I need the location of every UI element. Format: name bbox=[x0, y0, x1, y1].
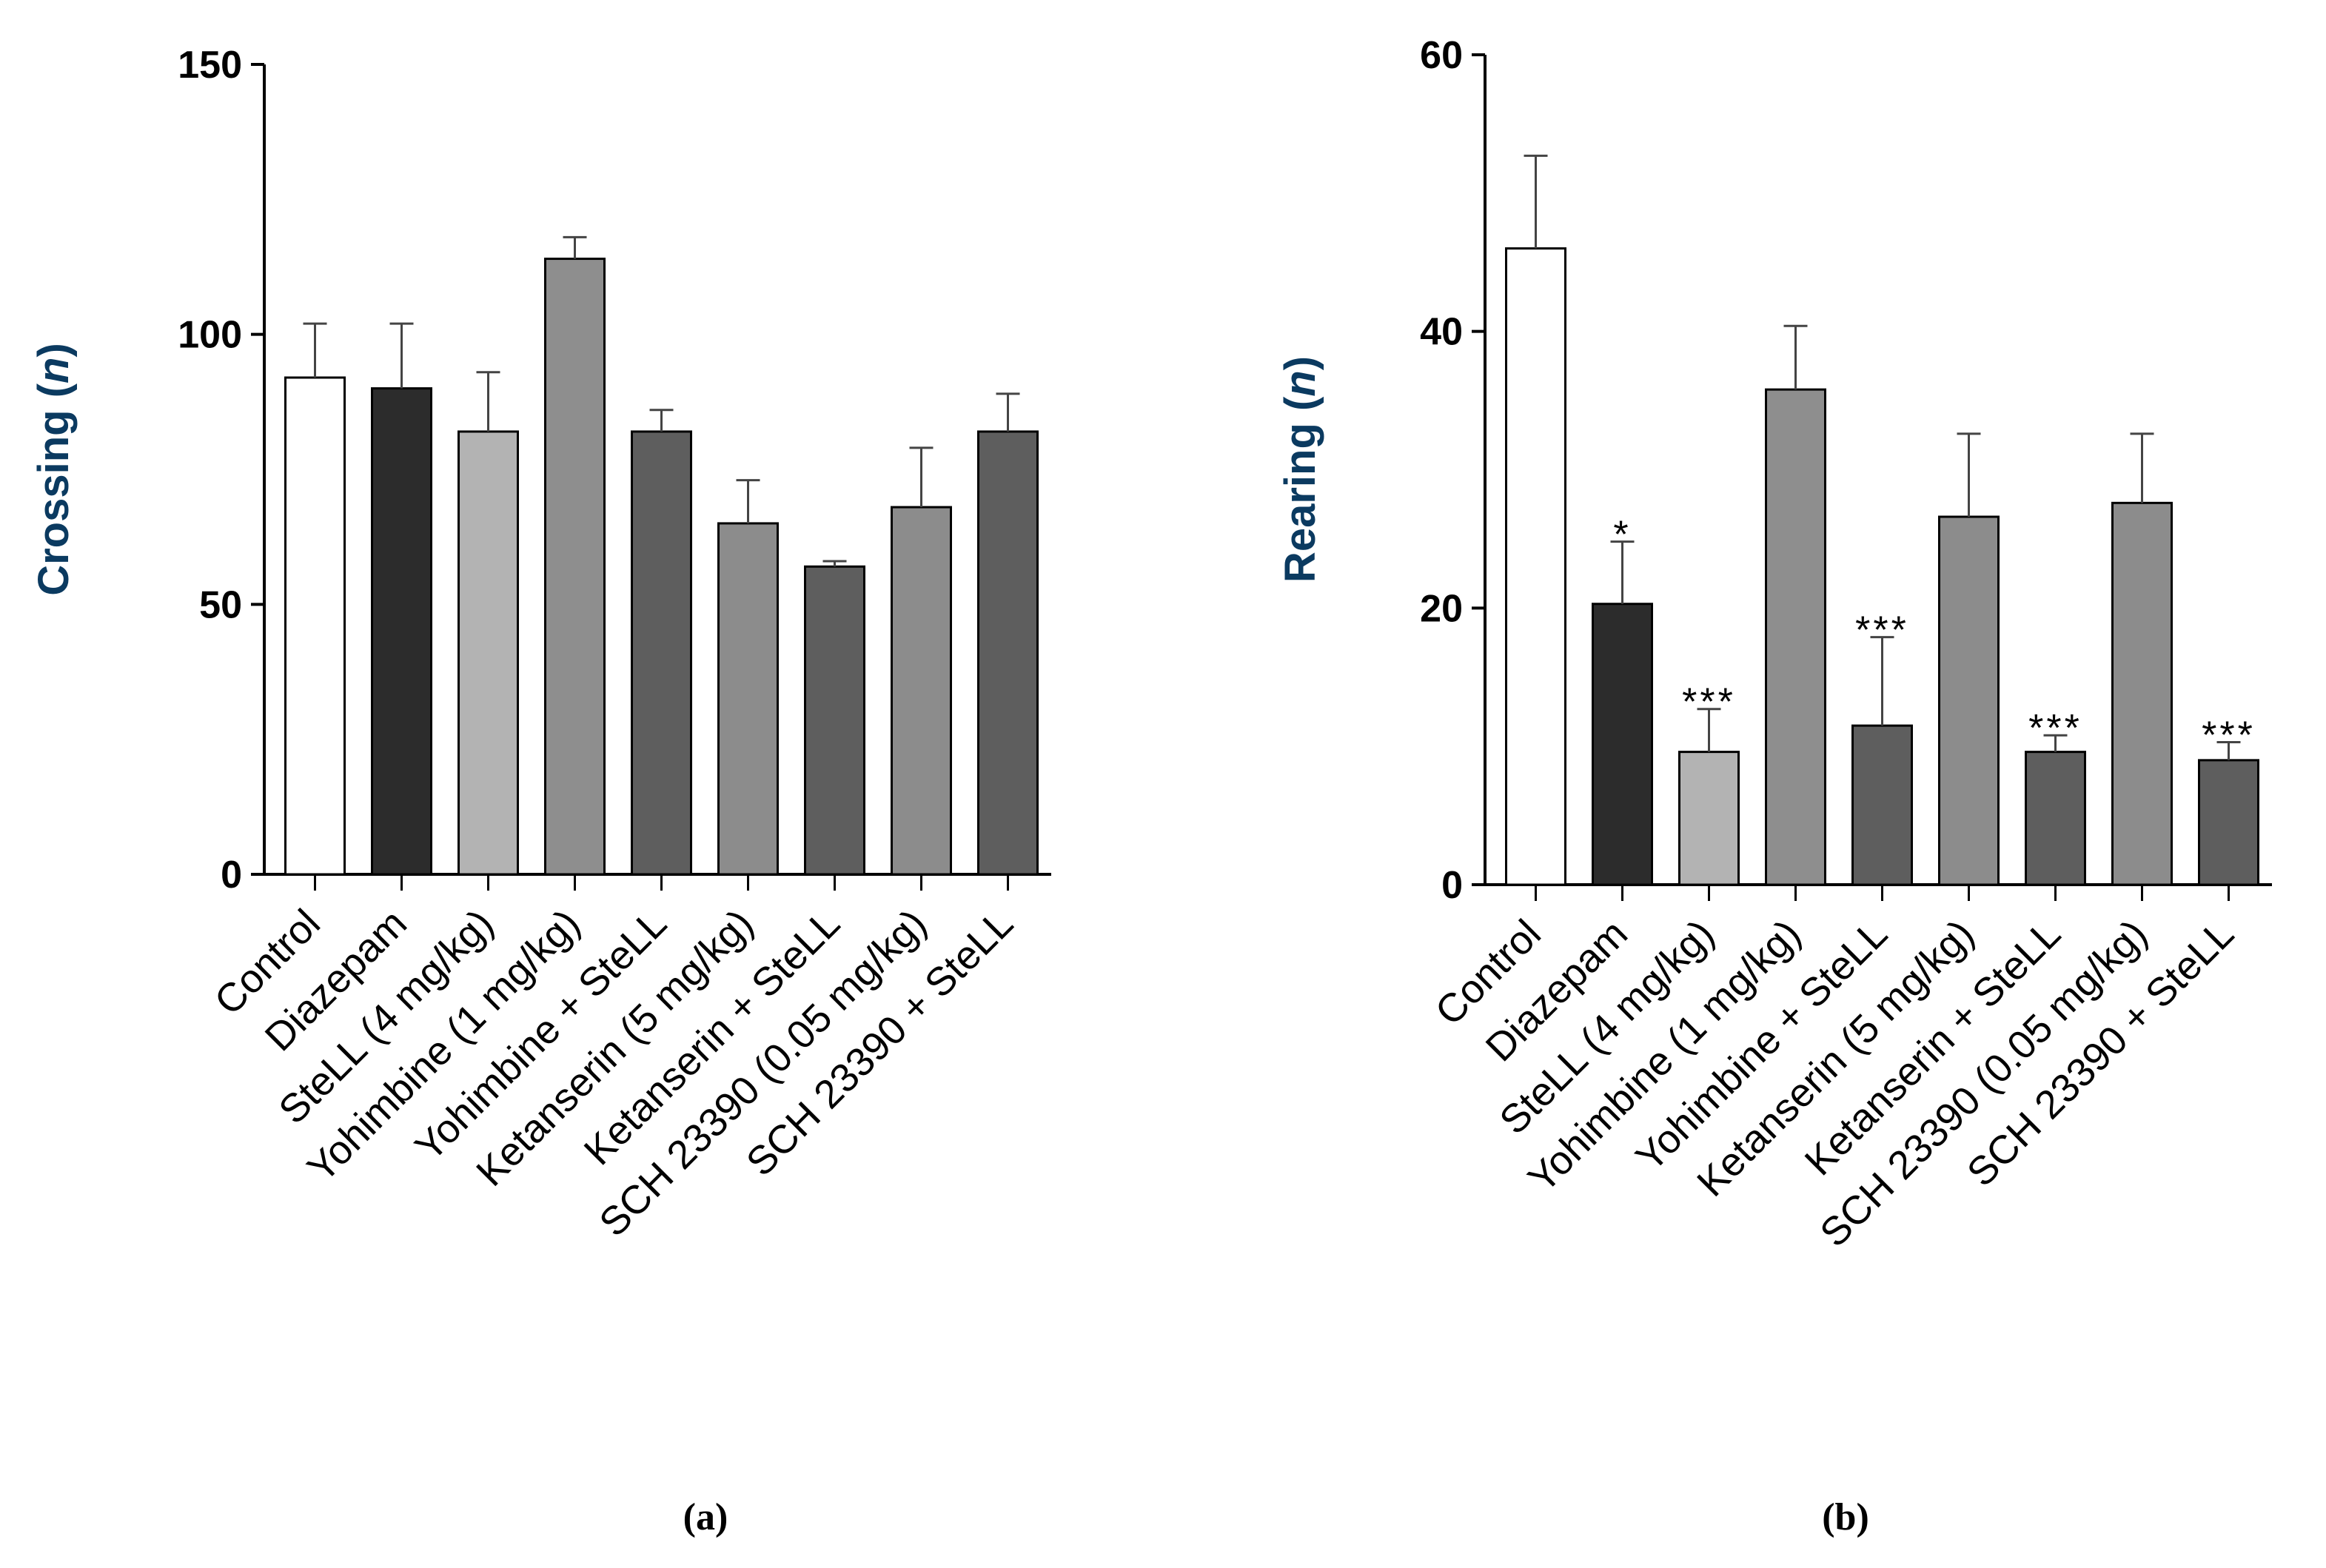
y-tick-label-b: 0 bbox=[1441, 864, 1463, 907]
bar-b-7 bbox=[2025, 751, 2086, 886]
significance-mark-b-7: *** bbox=[2028, 707, 2082, 750]
bar-b-5 bbox=[1851, 724, 1913, 886]
bar-b-8 bbox=[2111, 501, 2173, 886]
panel-label-a: (a) bbox=[683, 1496, 728, 1538]
bar-a-3 bbox=[458, 430, 519, 876]
y-tick-label-b: 60 bbox=[1420, 34, 1463, 77]
y-tick-label-a: 150 bbox=[178, 44, 242, 87]
bar-a-2 bbox=[371, 387, 432, 876]
significance-mark-b-9: *** bbox=[2202, 714, 2256, 757]
y-axis-label-b: Rearing (n) bbox=[1276, 356, 1324, 583]
bar-b-2 bbox=[1592, 603, 1653, 886]
y-tick-label-a: 0 bbox=[221, 854, 242, 897]
bar-a-4 bbox=[544, 258, 606, 876]
significance-mark-b-2: * bbox=[1613, 514, 1631, 557]
bar-b-6 bbox=[1938, 515, 2000, 886]
bar-a-6 bbox=[717, 522, 779, 876]
bar-b-1 bbox=[1505, 247, 1566, 886]
bar-a-5 bbox=[631, 430, 692, 876]
y-tick-label-b: 40 bbox=[1420, 311, 1463, 354]
bar-a-1 bbox=[284, 376, 346, 876]
significance-mark-b-3: *** bbox=[1682, 681, 1736, 724]
bar-a-7 bbox=[804, 565, 865, 876]
bar-a-9 bbox=[977, 430, 1039, 876]
y-axis-label-a: Crossing (n) bbox=[30, 343, 78, 596]
y-tick-label-b: 20 bbox=[1420, 587, 1463, 630]
bar-b-3 bbox=[1678, 751, 1740, 886]
y-tick-label-a: 100 bbox=[178, 314, 242, 357]
bar-b-9 bbox=[2198, 759, 2259, 886]
significance-mark-b-5: *** bbox=[1855, 609, 1909, 652]
y-tick-label-a: 50 bbox=[199, 583, 242, 626]
panel-label-b: (b) bbox=[1822, 1496, 1869, 1538]
bar-b-4 bbox=[1765, 388, 1826, 886]
bar-a-8 bbox=[891, 506, 952, 876]
